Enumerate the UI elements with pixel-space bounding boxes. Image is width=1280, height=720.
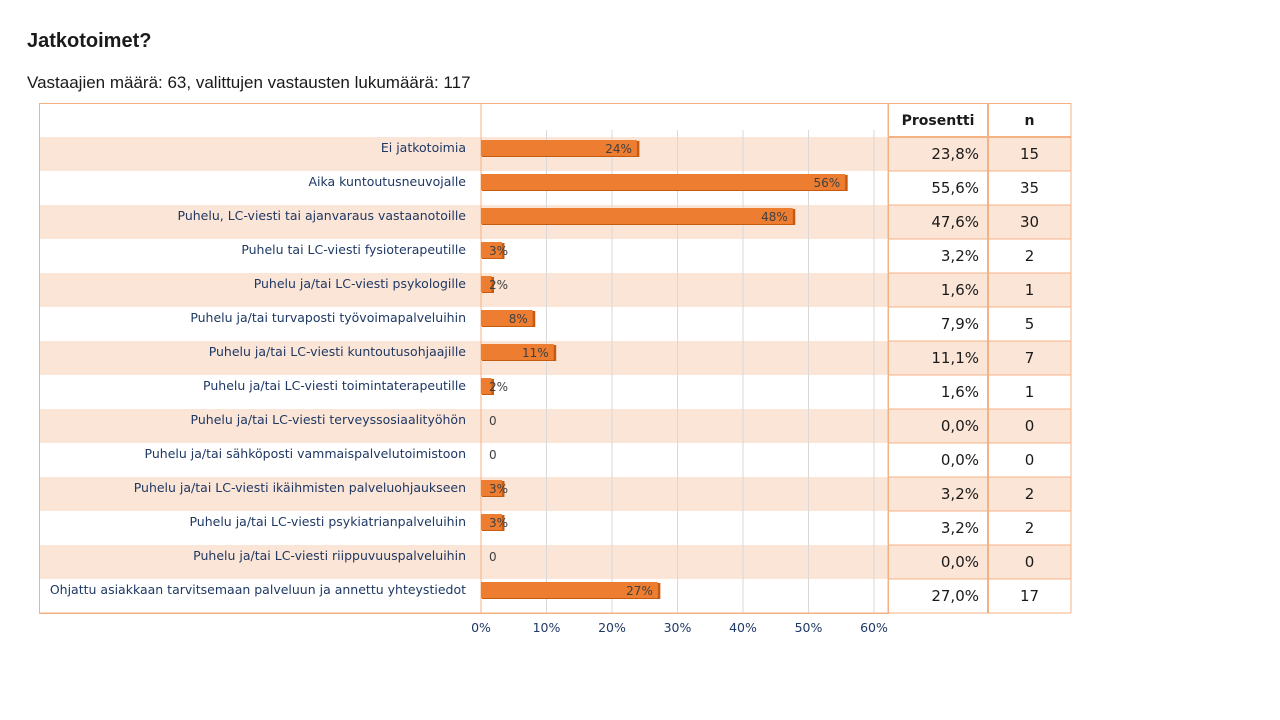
data-label: 2%: [489, 278, 508, 292]
x-tick-label: 30%: [664, 620, 692, 635]
data-label: 3%: [489, 516, 508, 530]
bars: [481, 140, 848, 599]
table-cell-n: 2: [1025, 485, 1035, 503]
bar: [481, 208, 793, 224]
table-cell-percent: 3,2%: [941, 485, 979, 503]
category-label: Puhelu ja/tai LC-viesti kuntoutusohjaaji…: [209, 344, 467, 359]
table-cell-n: 2: [1025, 519, 1035, 537]
data-label: 0: [489, 448, 497, 462]
table-cell-n: 17: [1020, 587, 1039, 605]
table-cell-percent: 0,0%: [941, 451, 979, 469]
category-label: Ei jatkotoimia: [381, 140, 466, 155]
table-cell-n: 15: [1020, 145, 1039, 163]
table-cell-n: 0: [1025, 417, 1035, 435]
table-cell-n: 2: [1025, 247, 1035, 265]
table-cell-percent: 0,0%: [941, 417, 979, 435]
category-label: Puhelu ja/tai turvaposti työvoimapalvelu…: [190, 310, 466, 325]
table-cell-n: 7: [1025, 349, 1035, 367]
bar: [481, 174, 846, 190]
x-tick-label: 40%: [729, 620, 757, 635]
row-stripe: [39, 477, 1071, 511]
data-label: 27%: [626, 584, 653, 598]
category-label: Puhelu ja/tai LC-viesti psykologille: [254, 276, 467, 291]
data-labels: 24% 56% 48% 3% 2% 8% 11% 2% 0 0 3% 3% 0 27%: [489, 142, 840, 598]
x-tick-label: 50%: [795, 620, 823, 635]
table-cell-percent: 27,0%: [931, 587, 979, 605]
table-cell-percent: 3,2%: [941, 247, 979, 265]
table-cell-percent: 0,0%: [941, 553, 979, 571]
table-cell-percent: 55,6%: [931, 179, 979, 197]
bar: [481, 344, 554, 360]
table-header: Prosentti: [902, 113, 975, 129]
chart-subtitle: Vastaajien määrä: 63, valittujen vastaus…: [27, 73, 471, 92]
row-stripe: [39, 273, 1071, 307]
table-header: n: [1025, 113, 1035, 129]
x-tick-label: 10%: [533, 620, 561, 635]
data-label: 0: [489, 550, 497, 564]
bar: [481, 310, 533, 326]
category-label: Puhelu tai LC-viesti fysioterapeutille: [241, 242, 466, 257]
table-cell-n: 0: [1025, 553, 1035, 571]
bar: [481, 140, 637, 156]
category-label: Puhelu ja/tai LC-viesti terveyssosiaalit…: [191, 412, 466, 427]
category-label: Ohjattu asiakkaan tarvitsemaan palveluun…: [50, 582, 466, 597]
table-cell-n: 30: [1020, 213, 1039, 231]
table-cell-percent: 7,9%: [941, 315, 979, 333]
data-label: 2%: [489, 380, 508, 394]
bar: [481, 582, 658, 598]
chart-title: Jatkotoimet?: [27, 30, 152, 52]
data-label: 56%: [814, 176, 841, 190]
x-tick-label: 0%: [471, 620, 491, 635]
row-stripe: [39, 409, 1071, 443]
table-cell-n: 35: [1020, 179, 1039, 197]
table-cell-percent: 1,6%: [941, 383, 979, 401]
data-label: 3%: [489, 482, 508, 496]
category-label: Puhelu, LC-viesti tai ajanvaraus vastaan…: [178, 208, 467, 223]
data-label: 8%: [509, 312, 528, 326]
category-label: Puhelu ja/tai sähköposti vammaispalvelut…: [145, 446, 466, 461]
data-label: 48%: [761, 210, 788, 224]
bar: [481, 242, 502, 258]
category-label: Puhelu ja/tai LC-viesti psykiatrianpalve…: [189, 514, 466, 529]
x-tick-label: 20%: [598, 620, 626, 635]
table-cell-percent: 1,6%: [941, 281, 979, 299]
bar: [481, 514, 502, 530]
table-cell-n: 1: [1025, 281, 1035, 299]
x-tick-label: 60%: [860, 620, 888, 635]
table-cell-n: 5: [1025, 315, 1035, 333]
x-axis-ticks: 0% 10% 20% 30% 40% 50% 60%: [471, 620, 888, 635]
category-label: Puhelu ja/tai LC-viesti toimintaterapeut…: [203, 378, 466, 393]
category-label: Puhelu ja/tai LC-viesti ikäihmisten palv…: [134, 480, 466, 495]
table-cell-n: 1: [1025, 383, 1035, 401]
table-cell-percent: 23,8%: [931, 145, 979, 163]
row-stripe: [39, 545, 1071, 579]
table-cell-percent: 11,1%: [931, 349, 979, 367]
category-labels: Ei jatkotoimia Aika kuntoutusneuvojalle Pu…: [50, 140, 466, 597]
data-label: 3%: [489, 244, 508, 258]
table-cell-percent: 3,2%: [941, 519, 979, 537]
data-label: 11%: [522, 346, 549, 360]
bar: [481, 480, 502, 496]
table-cell-percent: 47,6%: [931, 213, 979, 231]
bar: [481, 378, 492, 394]
category-label: Aika kuntoutusneuvojalle: [308, 174, 466, 189]
data-label: 24%: [605, 142, 632, 156]
bar: [481, 276, 492, 292]
data-label: 0: [489, 414, 497, 428]
category-label: Puhelu ja/tai LC-viesti riippuvuuspalvel…: [193, 548, 466, 563]
table-cell-n: 0: [1025, 451, 1035, 469]
